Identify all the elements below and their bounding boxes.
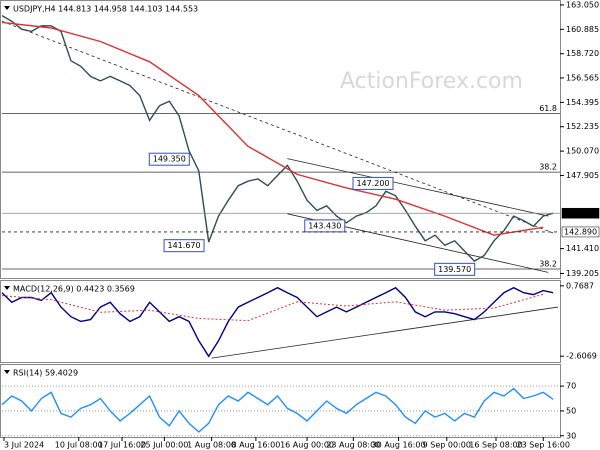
panel-title: RSI(14) 59.4029 xyxy=(13,369,78,378)
y-tick-label: 160.885 xyxy=(566,25,599,34)
fib-label: 61.8 xyxy=(539,104,557,113)
y-tick-label: 147.905 xyxy=(566,171,599,180)
level-label: 149.350 xyxy=(153,155,186,164)
trendline xyxy=(1,20,554,234)
y-tick-label: 158.720 xyxy=(566,49,599,58)
fib-label: 38.2 xyxy=(539,163,557,172)
panel-frame xyxy=(0,280,561,363)
watermark: ActionForex.com xyxy=(340,69,523,94)
y-tick-label: 50 xyxy=(566,406,576,415)
fib-label: 38.2 xyxy=(539,259,557,268)
series-line xyxy=(1,387,554,433)
x-tick-label: 23 Aug 08:00 xyxy=(326,441,380,450)
level-label: 143.430 xyxy=(308,221,341,230)
x-tick-label: 30 Aug 16:00 xyxy=(372,441,426,450)
x-tick-label: 1 Aug 08:00 xyxy=(187,441,236,450)
level-box xyxy=(148,152,190,166)
y-tick-label: 0.7687 xyxy=(566,281,594,290)
level-box xyxy=(352,176,394,190)
level-label: 141.670 xyxy=(168,241,201,250)
panel-title: MACD(12,26,9) 0.4423 0.3569 xyxy=(13,285,135,294)
price-tag-label: 144.553 xyxy=(564,209,597,218)
panel-frame xyxy=(0,364,561,438)
y-tick-label: 139.205 xyxy=(566,269,599,278)
series-line xyxy=(1,286,554,358)
price-tag-label: 142.890 xyxy=(564,227,597,236)
x-tick-label: 8 Aug 16:00 xyxy=(231,441,280,450)
panel-frame xyxy=(0,0,561,279)
panel-icon xyxy=(4,286,10,290)
x-tick-label: 17 Jul 16:00 xyxy=(98,441,146,450)
y-tick-label: 154.395 xyxy=(566,98,599,107)
level-label: 139.570 xyxy=(438,265,471,274)
y-tick-label: 30 xyxy=(566,431,576,440)
y-tick-label: 141.410 xyxy=(566,244,599,253)
level-box xyxy=(304,219,346,233)
x-tick-label: 16 Sep 08:00 xyxy=(469,441,522,450)
x-tick-label: 23 Sep 16:00 xyxy=(517,441,570,450)
x-tick-label: 3 Jul 2024 xyxy=(4,441,44,450)
x-tick-label: 9 Sep 00:00 xyxy=(423,441,471,450)
level-label: 147.200 xyxy=(356,179,389,188)
x-tick-label: 25 Jul 00:00 xyxy=(140,441,188,450)
series-line xyxy=(1,14,554,262)
x-tick-label: 10 Jul 08:00 xyxy=(55,441,103,450)
x-tick-label: 16 Aug 00:00 xyxy=(280,441,334,450)
panel-icon xyxy=(4,370,10,374)
y-tick-label: 152.235 xyxy=(566,122,599,131)
price-tag xyxy=(561,207,600,219)
trendline xyxy=(211,306,559,359)
level-box xyxy=(163,239,205,253)
y-tick-label: 163.050 xyxy=(566,0,599,9)
price-tag xyxy=(561,226,600,238)
series-line xyxy=(1,21,544,236)
y-tick-label: -2.6069 xyxy=(566,352,597,361)
level-box xyxy=(434,262,476,276)
y-tick-label: 70 xyxy=(566,382,576,391)
y-tick-label: 150.070 xyxy=(566,147,599,156)
panel-title: USDJPY,H4 144.813 144.958 144.103 144.55… xyxy=(13,5,198,14)
y-tick-label: 156.565 xyxy=(566,73,599,82)
trendline xyxy=(287,158,549,217)
panel-icon xyxy=(4,6,10,10)
